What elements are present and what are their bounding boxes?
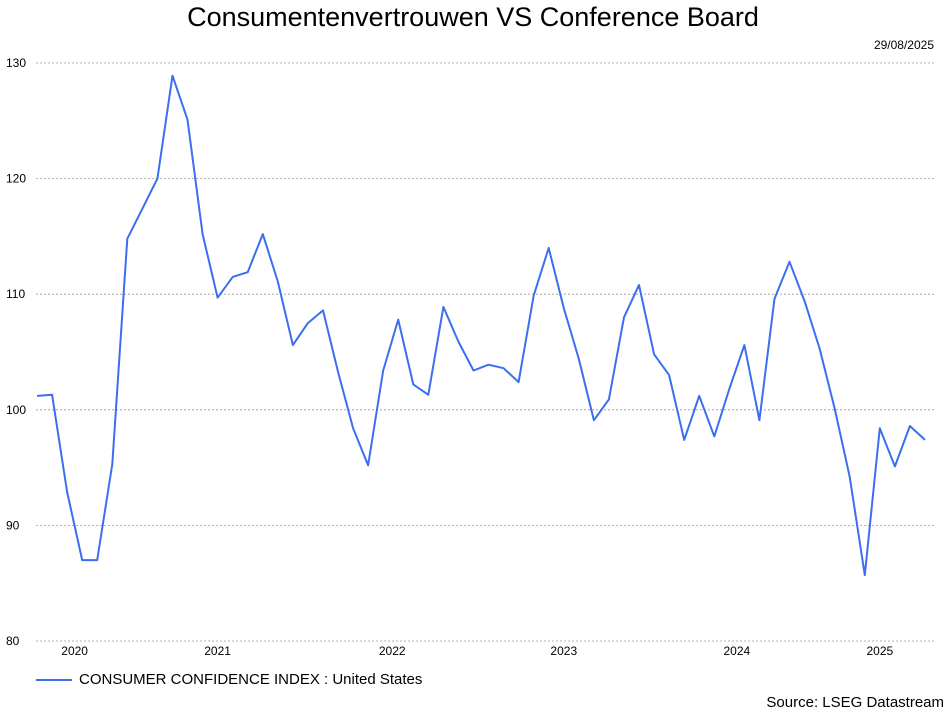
data-point <box>607 398 610 401</box>
data-point <box>216 296 219 299</box>
data-point <box>803 300 806 303</box>
data-point <box>743 344 746 347</box>
series-line-consumer-confidence <box>36 74 926 577</box>
data-point <box>788 260 791 263</box>
x-tick-label: 2021 <box>204 644 231 658</box>
x-tick-label: 2022 <box>379 644 406 658</box>
data-point <box>833 407 836 410</box>
data-point <box>863 574 866 577</box>
data-point <box>352 427 355 430</box>
data-point <box>908 425 911 428</box>
x-tick-label: 2024 <box>724 644 751 658</box>
y-tick-label: 130 <box>6 56 26 70</box>
data-point <box>532 294 535 297</box>
data-point <box>818 347 821 350</box>
source-note: Source: LSEG Datastream <box>766 694 944 711</box>
data-point <box>517 381 520 384</box>
data-point <box>683 438 686 441</box>
data-point <box>186 118 189 121</box>
data-point <box>412 383 415 386</box>
y-tick-label: 110 <box>6 287 25 301</box>
y-tick-label: 100 <box>6 403 26 417</box>
data-point <box>111 463 114 466</box>
data-point <box>231 275 234 278</box>
data-point <box>382 369 385 372</box>
data-point <box>773 297 776 300</box>
data-point <box>261 233 264 236</box>
data-point <box>81 559 84 562</box>
data-point <box>96 559 99 562</box>
data-point <box>126 237 129 240</box>
data-point <box>51 393 54 396</box>
chart-title: Consumentenvertrouwen VS Conference Boar… <box>187 2 759 32</box>
data-point <box>924 438 927 441</box>
data-point <box>141 207 144 210</box>
data-point <box>713 435 716 438</box>
data-point <box>653 353 656 356</box>
data-point <box>698 394 701 397</box>
data-point <box>36 394 39 397</box>
y-tick-label: 80 <box>6 634 20 648</box>
data-point <box>201 233 204 236</box>
data-point <box>276 280 279 283</box>
chart-date: 29/08/2025 <box>873 38 934 52</box>
y-tick-label: 90 <box>6 518 20 532</box>
data-point <box>367 464 370 467</box>
data-point <box>577 357 580 360</box>
data-point <box>562 307 565 310</box>
data-point <box>337 370 340 373</box>
data-point <box>848 475 851 478</box>
data-point <box>322 309 325 312</box>
data-point <box>291 344 294 347</box>
data-point <box>638 284 641 287</box>
series-layer <box>36 74 927 577</box>
data-point <box>397 318 400 321</box>
data-point <box>472 369 475 372</box>
data-point <box>878 427 881 430</box>
data-point <box>66 490 69 493</box>
data-point <box>442 305 445 308</box>
x-tick-label: 2025 <box>866 644 893 658</box>
data-point <box>758 419 761 422</box>
data-point <box>487 363 490 366</box>
data-point <box>246 271 249 274</box>
data-point <box>171 74 174 77</box>
x-axis-ticks: 2020 2021 2022 2023 2024 2025 <box>61 644 893 658</box>
data-point <box>547 247 550 250</box>
data-point <box>306 322 309 325</box>
legend-line-swatch <box>36 678 72 681</box>
data-point <box>156 177 159 180</box>
data-point <box>893 465 896 468</box>
data-point <box>502 367 505 370</box>
data-point <box>728 388 731 391</box>
y-tick-label: 120 <box>6 172 26 186</box>
legend: CONSUMER CONFIDENCE INDEX : United State… <box>36 671 422 688</box>
x-tick-label: 2020 <box>61 644 88 658</box>
x-tick-label: 2023 <box>550 644 577 658</box>
data-point <box>592 419 595 422</box>
y-axis-ticks: 80 90 100 110 120 130 <box>6 56 26 648</box>
grid-layer <box>36 62 934 642</box>
data-point <box>668 374 671 377</box>
data-point <box>623 316 626 319</box>
data-point <box>427 393 430 396</box>
legend-label: CONSUMER CONFIDENCE INDEX : United State… <box>79 671 423 688</box>
data-point <box>457 340 460 343</box>
